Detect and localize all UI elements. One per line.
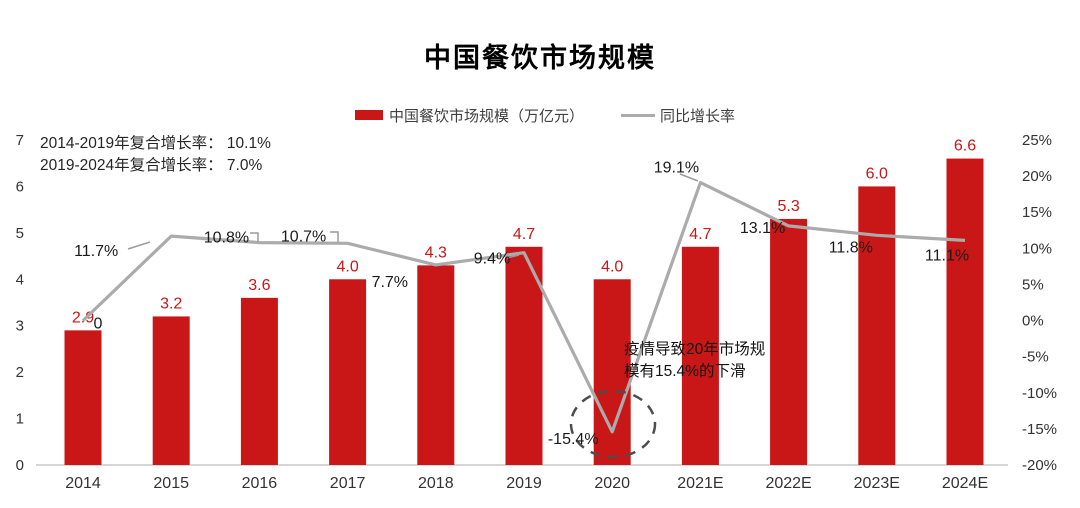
- right-axis-tick-25pct: 25%: [1022, 132, 1052, 149]
- growth-label-2014: 0: [94, 316, 103, 333]
- x-axis-label-2015: 2015: [153, 475, 189, 492]
- covid-note-line-1: 疫情导致20年市场规: [624, 341, 766, 358]
- leader-2017-leader-line: [330, 231, 339, 242]
- x-axis-label-2023E: 2023E: [854, 475, 900, 492]
- legend-bar-label: 中国餐饮市场规模（万亿元）: [389, 108, 585, 125]
- left-axis-tick-4: 4: [16, 271, 24, 288]
- cagr-line-2014-2019: 2014-2019年复合增长率： 10.1%: [40, 135, 271, 152]
- leader-2019-leader-line: [506, 254, 520, 259]
- growth-label-2020: -15.4%: [548, 431, 599, 448]
- covid-dip-highlight-circle: [569, 389, 657, 459]
- leader-2015-leader-line: [127, 241, 151, 250]
- left-axis-tick-5: 5: [16, 225, 24, 242]
- right-axis-tick--20pct: -20%: [1022, 457, 1057, 474]
- covid-note-line-2: 模有15.4%的下滑: [624, 363, 746, 380]
- bar-2023E: [858, 186, 896, 465]
- bar-label-2019: 4.7: [513, 226, 535, 243]
- growth-label-2015: 11.7%: [74, 243, 118, 260]
- bar-label-2023E: 6.0: [866, 165, 888, 182]
- bar-2021E: [681, 246, 719, 465]
- left-axis-tick-3: 3: [16, 318, 24, 335]
- right-axis-tick-0pct: 0%: [1022, 313, 1044, 330]
- x-axis-label-2020: 2020: [594, 475, 630, 492]
- x-axis-label-2024E: 2024E: [942, 475, 988, 492]
- chart-title: 中国餐饮市场规模: [424, 43, 656, 73]
- growth-label-2018: 7.7%: [372, 274, 408, 291]
- cagr-line-2019-2024: 2019-2024年复合增长率： 7.0%: [40, 157, 263, 174]
- left-axis-tick-0: 0: [16, 457, 24, 474]
- bar-2018: [417, 265, 455, 465]
- growth-label-2017: 10.7%: [281, 228, 326, 245]
- bar-label-2024E: 6.6: [954, 138, 976, 155]
- legend-bar-swatch: [355, 110, 383, 120]
- growth-label-2022E: 13.1%: [740, 220, 785, 237]
- x-axis-label-2014: 2014: [65, 475, 101, 492]
- right-axis-tick--5pct: -5%: [1022, 349, 1049, 366]
- growth-label-2019: 9.4%: [474, 251, 510, 268]
- bar-label-2016: 3.6: [248, 277, 270, 294]
- bar-2024E: [946, 158, 984, 466]
- growth-rate-line: [81, 181, 966, 434]
- cagr-annotation: 2014-2019年复合增长率： 10.1% 2019-2024年复合增长率： …: [40, 133, 271, 177]
- x-axis-label-2017: 2017: [330, 475, 366, 492]
- left-axis-tick-6: 6: [16, 178, 24, 195]
- bar-2016: [240, 297, 278, 465]
- x-axis-label-2022E: 2022E: [765, 475, 811, 492]
- bar-label-2021E: 4.7: [689, 226, 711, 243]
- growth-label-2021E: 19.1%: [654, 160, 699, 177]
- x-axis-label-2018: 2018: [418, 475, 454, 492]
- growth-label-2023E: 11.8%: [829, 239, 873, 256]
- x-axis-label-2019: 2019: [506, 475, 542, 492]
- bar-2020: [593, 279, 631, 465]
- bar-label-2018: 4.3: [425, 244, 447, 261]
- legend-line-label: 同比增长率: [660, 108, 736, 125]
- right-axis-tick--10pct: -10%: [1022, 385, 1057, 402]
- bar-label-2022E: 5.3: [777, 198, 799, 215]
- left-axis-tick-1: 1: [16, 411, 24, 428]
- bar-2014: [64, 330, 102, 465]
- legend-line-swatch: [621, 114, 655, 117]
- leader-2016-leader-line: [250, 232, 259, 242]
- left-axis-tick-2: 2: [16, 364, 24, 381]
- x-axis-label-2016: 2016: [242, 475, 278, 492]
- bar-2017: [329, 279, 367, 465]
- right-axis-tick-5pct: 5%: [1022, 276, 1044, 293]
- bar-2022E: [770, 218, 808, 465]
- left-axis-tick-7: 7: [16, 132, 24, 149]
- bar-label-2015: 3.2: [160, 295, 182, 312]
- bar-label-2020: 4.0: [601, 258, 623, 275]
- growth-label-2024E: 11.1%: [925, 247, 969, 264]
- right-axis-tick-20pct: 20%: [1022, 168, 1052, 185]
- bar-2019: [505, 246, 543, 465]
- bar-label-2017: 4.0: [336, 258, 358, 275]
- growth-label-2016: 10.8%: [204, 230, 249, 247]
- right-axis-tick--15pct: -15%: [1022, 421, 1057, 438]
- right-axis-tick-15pct: 15%: [1022, 204, 1052, 221]
- leader-2021-leader-line: [679, 173, 699, 182]
- covid-annotation: 疫情导致20年市场规 模有15.4%的下滑: [624, 339, 765, 383]
- bar-2015: [152, 316, 190, 465]
- right-axis-tick-10pct: 10%: [1022, 240, 1052, 257]
- x-axis-label-2021E: 2021E: [677, 475, 723, 492]
- legend: 中国餐饮市场规模（万亿元） 同比增长率: [0, 103, 1080, 127]
